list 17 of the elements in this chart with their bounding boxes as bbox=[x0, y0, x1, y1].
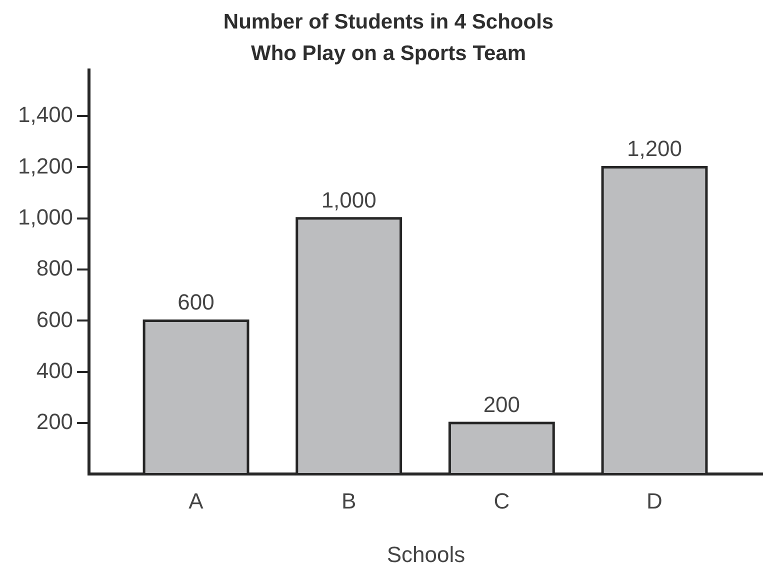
y-tick-label: 1,000 bbox=[18, 204, 74, 230]
x-axis-title: Schools bbox=[386, 542, 466, 567]
x-tick-label: A bbox=[188, 488, 204, 514]
x-tick-label: C bbox=[494, 488, 510, 514]
y-tick-label: 1,400 bbox=[18, 102, 74, 128]
y-tick-label: 800 bbox=[36, 256, 74, 281]
y-tick-label: 600 bbox=[36, 306, 74, 332]
chart-title: Number of Students in 4 Schools Who Play on a Sports Team bbox=[223, 10, 554, 66]
data-label: 200 bbox=[483, 392, 520, 418]
y-tick-label: 200 bbox=[36, 409, 74, 434]
data-label: 1,200 bbox=[626, 136, 682, 162]
data-label: 600 bbox=[178, 290, 214, 315]
y-tick-label: 1,200 bbox=[18, 153, 74, 178]
x-tick-label: D bbox=[646, 488, 662, 514]
y-tick-label: 400 bbox=[36, 358, 74, 383]
x-tick-label: B bbox=[342, 488, 356, 514]
data-label: 1,000 bbox=[321, 187, 376, 212]
